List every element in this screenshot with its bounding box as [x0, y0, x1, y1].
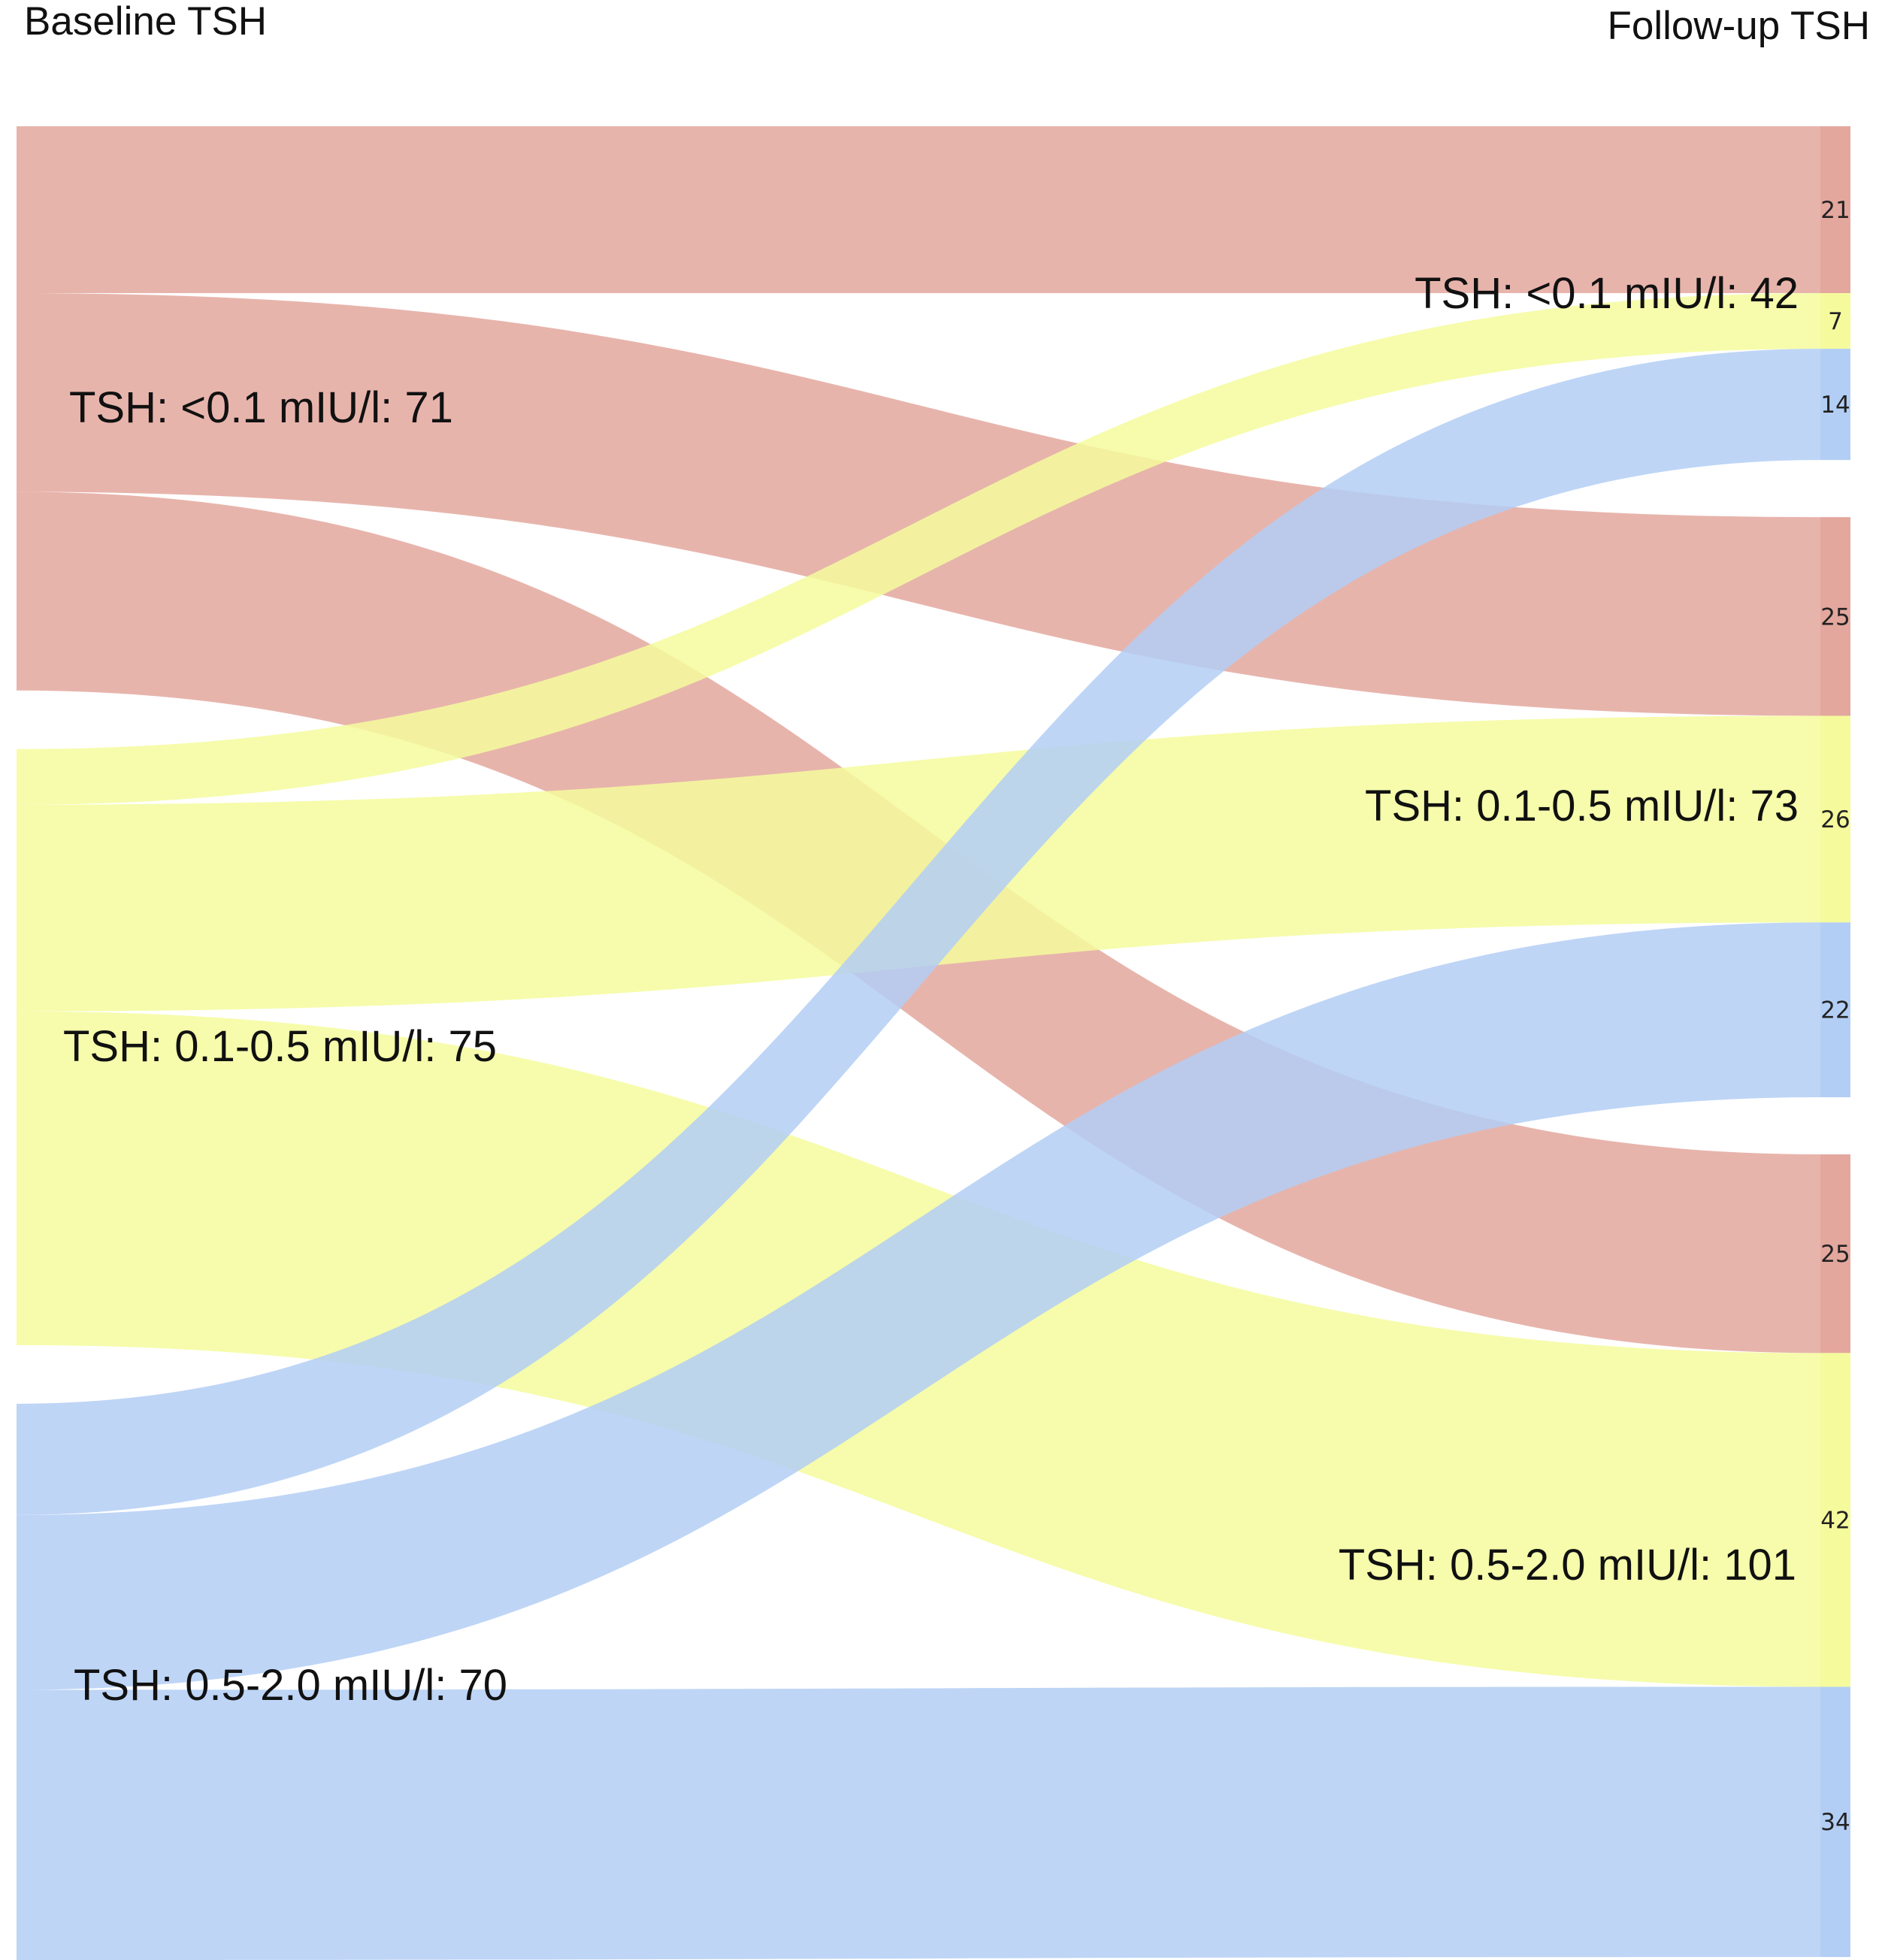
- right-bar-segment-0-1-0-5-to-0-5-2-0: [1820, 1353, 1850, 1687]
- flow-value-label-0-1-0-5-to-lt0-1: 7: [1828, 308, 1843, 335]
- flow-value-label-lt0-1-to-0-5-2-0: 25: [1820, 1241, 1850, 1268]
- left-node-label-01-05: TSH: 0.1-0.5 mIU/l: 75: [63, 1022, 497, 1071]
- node-bars-layer: [1820, 126, 1850, 1957]
- right-node-label-lt01: TSH: <0.1 mIU/l: 42: [1415, 269, 1799, 318]
- right-bar-segment-lt0-1-to-0-1-0-5: [1820, 517, 1850, 716]
- right-bar-segment-0-5-2-0-to-lt0-1: [1820, 349, 1850, 461]
- flow-0-5-2-0-to-lt0-1: [17, 349, 1820, 1515]
- flow-0-5-2-0-to-0-1-0-5: [17, 922, 1820, 1690]
- flow-value-label-0-5-2-0-to-0-1-0-5: 22: [1820, 997, 1850, 1024]
- flow-0-1-0-5-to-lt0-1: [17, 293, 1820, 805]
- left-axis-title: Baseline TSH: [24, 0, 267, 44]
- flow-value-label-0-5-2-0-to-lt0-1: 14: [1820, 392, 1850, 419]
- right-node-label-05-20: TSH: 0.5-2.0 mIU/l: 101: [1339, 1541, 1796, 1589]
- left-node-label-lt01: TSH: <0.1 mIU/l: 71: [69, 383, 453, 432]
- left-node-label-05-20: TSH: 0.5-2.0 mIU/l: 70: [74, 1661, 507, 1710]
- flow-0-5-2-0-to-0-5-2-0: [17, 1686, 1820, 1960]
- right-axis-title: Follow-up TSH: [1607, 4, 1870, 48]
- right-bar-segment-0-1-0-5-to-0-1-0-5: [1820, 715, 1850, 923]
- right-bar-segment-lt0-1-to-lt0-1: [1820, 126, 1850, 294]
- flow-lt0-1-to-lt0-1: [17, 126, 1820, 294]
- flow-lt0-1-to-0-1-0-5: [17, 293, 1820, 716]
- flows-layer: [17, 126, 1820, 1960]
- flow-value-label-0-1-0-5-to-0-5-2-0: 42: [1820, 1507, 1850, 1534]
- labels-layer: Baseline TSH Follow-up TSH TSH: <0.1 mIU…: [24, 0, 1870, 1836]
- flow-value-label-lt0-1-to-0-1-0-5: 25: [1820, 603, 1850, 631]
- right-bar-segment-0-5-2-0-to-0-5-2-0: [1820, 1686, 1850, 1957]
- right-bar-segment-0-1-0-5-to-lt0-1: [1820, 293, 1850, 349]
- right-bar-segment-0-5-2-0-to-0-1-0-5: [1820, 922, 1850, 1098]
- right-bar-segment-lt0-1-to-0-5-2-0: [1820, 1154, 1850, 1354]
- flow-0-1-0-5-to-0-1-0-5: [17, 715, 1820, 1012]
- right-node-label-01-05: TSH: 0.1-0.5 mIU/l: 73: [1365, 782, 1799, 830]
- flow-value-label-lt0-1-to-lt0-1: 21: [1820, 197, 1850, 224]
- flow-value-label-0-5-2-0-to-0-5-2-0: 34: [1820, 1809, 1850, 1836]
- flow-value-label-0-1-0-5-to-0-1-0-5: 26: [1820, 806, 1850, 833]
